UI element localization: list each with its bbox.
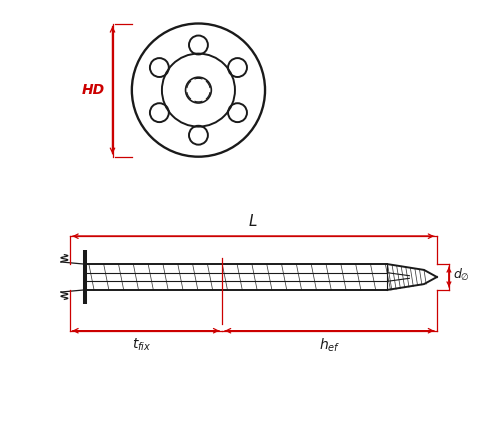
Text: $t_{fix}$: $t_{fix}$	[132, 337, 151, 353]
Text: HD: HD	[82, 83, 105, 97]
Text: $d_{\emptyset}$: $d_{\emptyset}$	[453, 267, 470, 283]
Text: L: L	[249, 214, 258, 230]
Text: $h_{ef}$: $h_{ef}$	[319, 337, 340, 354]
